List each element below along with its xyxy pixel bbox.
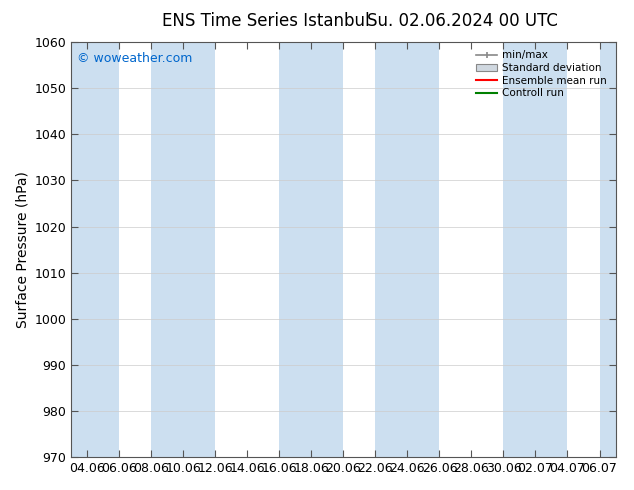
Text: Su. 02.06.2024 00 UTC: Su. 02.06.2024 00 UTC: [367, 12, 559, 30]
Text: ENS Time Series Istanbul: ENS Time Series Istanbul: [162, 12, 370, 30]
Text: © woweather.com: © woweather.com: [77, 52, 192, 66]
Legend: min/max, Standard deviation, Ensemble mean run, Controll run: min/max, Standard deviation, Ensemble me…: [473, 47, 611, 101]
Bar: [375, 42, 439, 457]
Bar: [152, 42, 216, 457]
Y-axis label: Surface Pressure (hPa): Surface Pressure (hPa): [15, 171, 29, 328]
Bar: [503, 42, 567, 457]
Bar: [280, 42, 344, 457]
Bar: [600, 42, 616, 457]
Bar: [71, 42, 119, 457]
